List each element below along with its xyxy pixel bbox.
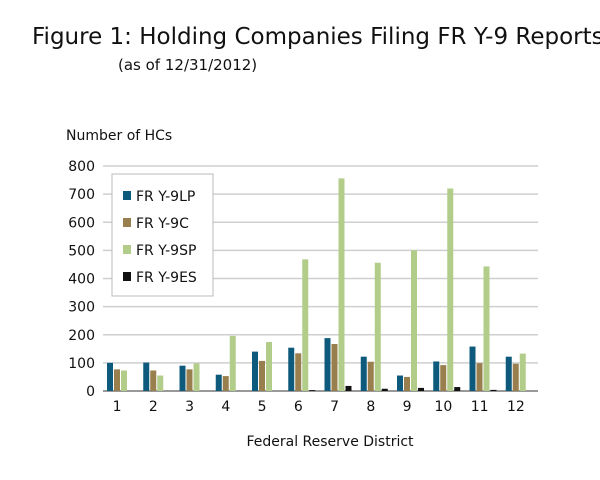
x-tick-label: 10 xyxy=(434,399,452,415)
bar xyxy=(345,385,352,391)
x-tick-label: 11 xyxy=(471,399,489,415)
bar xyxy=(440,365,447,391)
x-axis-label: Federal Reserve District xyxy=(246,434,414,450)
bar xyxy=(222,376,229,391)
x-tick-label: 1 xyxy=(113,399,122,415)
bar xyxy=(519,353,526,391)
legend-swatch xyxy=(123,218,131,227)
y-tick-label: 200 xyxy=(68,328,95,344)
x-tick-label: 4 xyxy=(221,399,230,415)
bar xyxy=(433,361,440,391)
bar xyxy=(381,388,388,391)
y-axis-label: Number of HCs xyxy=(66,128,172,144)
legend-swatch xyxy=(123,272,131,281)
bar xyxy=(418,387,424,391)
chart-title: Figure 1: Holding Companies Filing FR Y-… xyxy=(32,24,600,50)
y-tick-label: 800 xyxy=(68,159,95,175)
bar xyxy=(331,344,338,391)
y-tick-label: 300 xyxy=(68,300,95,316)
y-tick-label: 100 xyxy=(68,356,95,372)
y-tick-label: 400 xyxy=(68,272,95,288)
bar xyxy=(143,362,150,391)
bar xyxy=(324,338,331,391)
x-tick-label: 9 xyxy=(403,399,412,415)
bar xyxy=(404,376,410,391)
bar xyxy=(505,356,512,391)
bar xyxy=(229,335,236,391)
legend-swatch xyxy=(123,191,131,200)
y-tick-label: 600 xyxy=(68,215,95,231)
x-tick-label: 6 xyxy=(294,399,303,415)
bar xyxy=(360,356,367,391)
legend-swatch xyxy=(123,245,131,254)
bar xyxy=(252,351,258,391)
legend-label: FR Y-9C xyxy=(136,216,189,232)
bar xyxy=(259,360,265,391)
bar xyxy=(374,262,381,391)
bar xyxy=(266,342,272,391)
bar xyxy=(469,346,476,391)
bar xyxy=(114,369,120,391)
x-tick-label: 7 xyxy=(330,399,339,415)
bar xyxy=(454,387,461,391)
legend-label: FR Y-9LP xyxy=(136,189,195,205)
x-tick-label: 8 xyxy=(366,399,375,415)
bar xyxy=(107,362,113,391)
x-tick-label: 5 xyxy=(258,399,267,415)
x-tick-label: 3 xyxy=(185,399,194,415)
bar xyxy=(215,374,222,391)
bar xyxy=(411,250,417,391)
bar xyxy=(186,369,193,391)
bar xyxy=(157,375,164,391)
y-tick-label: 700 xyxy=(68,187,95,203)
bar xyxy=(295,353,302,391)
legend-label: FR Y-9ES xyxy=(136,270,197,286)
bar xyxy=(397,375,403,391)
bar xyxy=(309,390,316,391)
bar xyxy=(150,370,157,391)
x-tick-label: 12 xyxy=(507,399,525,415)
chart-subtitle: (as of 12/31/2012) xyxy=(118,56,257,74)
bar xyxy=(338,178,345,391)
x-tick-label: 2 xyxy=(149,399,158,415)
y-tick-label: 500 xyxy=(68,243,95,259)
bar xyxy=(302,259,309,391)
legend-label: FR Y-9SP xyxy=(136,243,196,259)
bar xyxy=(367,361,374,391)
bar xyxy=(512,363,519,391)
bar xyxy=(193,363,200,391)
bar xyxy=(121,370,127,391)
bar xyxy=(476,363,483,391)
bar xyxy=(179,365,186,391)
y-tick-label: 0 xyxy=(86,384,95,400)
bar xyxy=(288,347,295,391)
bar xyxy=(483,266,490,391)
bar xyxy=(490,389,497,391)
bar xyxy=(447,188,454,391)
